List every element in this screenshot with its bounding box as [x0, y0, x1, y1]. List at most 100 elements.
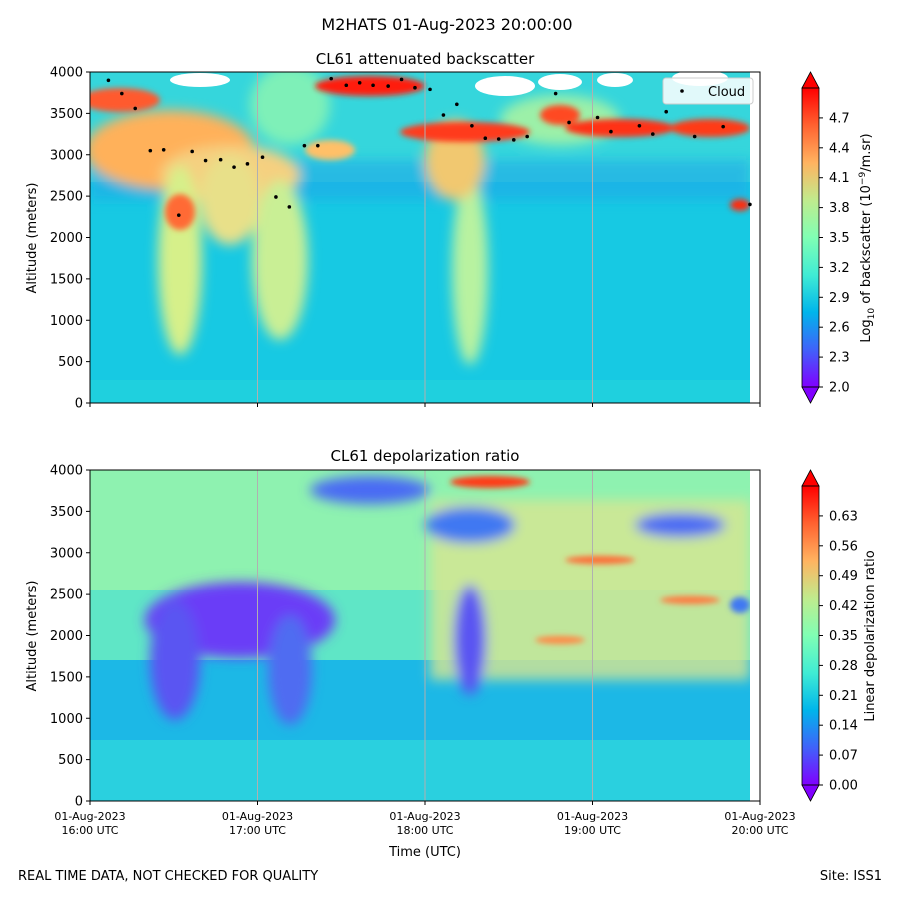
cloud-point — [692, 134, 697, 139]
cloud-point — [176, 213, 181, 217]
cloud-point — [274, 195, 278, 199]
cloud-point — [218, 157, 223, 162]
data-quality-notice: REAL TIME DATA, NOT CHECKED FOR QUALITY — [18, 869, 319, 884]
colorbar-tick-label: 0.21 — [829, 689, 858, 704]
depolarization-x-axis-label: Time (UTC) — [388, 845, 461, 860]
y-tick-label: 0 — [75, 397, 83, 412]
colorbar-tick-label: 4.7 — [829, 111, 850, 126]
backscatter-y-axis-label: Altitude (meters) — [25, 183, 40, 294]
y-tick-label: 1000 — [50, 314, 83, 329]
y-tick-label: 2000 — [50, 231, 83, 246]
depolarization-y-ticks: 0 500 1000 1500 2000 2500 3000 3500 4000 — [50, 464, 90, 810]
cloud-point — [721, 124, 725, 129]
backscatter-colorbar-label: Log10 of backscatter (10−9/m.sr) — [858, 133, 877, 342]
cloud-point — [161, 147, 166, 152]
backscatter-y-ticks: 0 500 1000 1500 2000 2500 3000 3500 4000 — [50, 66, 90, 412]
y-tick-label: 2500 — [50, 588, 83, 603]
cloud-point — [232, 165, 236, 169]
figure-suptitle: M2HATS 01-Aug-2023 20:00:00 — [321, 15, 572, 34]
cloud-point — [553, 91, 558, 96]
colorbar-tick-label: 0.28 — [829, 659, 858, 674]
backscatter-x-ticks — [89, 403, 761, 407]
cloud-point — [609, 129, 613, 134]
cloud-legend-marker — [680, 89, 684, 93]
colorbar-tick-label: 2.3 — [829, 351, 850, 366]
backscatter-title: CL61 attenuated backscatter — [316, 50, 535, 68]
colorbar-tick-label: 0.63 — [829, 509, 858, 524]
x-tick-label-date: 01-Aug-2023 — [724, 810, 795, 823]
cloud-point — [637, 123, 642, 128]
cloud-points — [106, 76, 752, 217]
cloud-point — [106, 78, 111, 83]
cloud-point — [428, 87, 432, 92]
backscatter-panel: CL61 attenuated backscatter — [25, 50, 877, 412]
cloud-point — [329, 76, 334, 81]
cloud-point — [203, 158, 208, 163]
cloud-point — [190, 149, 194, 154]
cloud-point — [260, 155, 265, 160]
x-tick-label-date: 01-Aug-2023 — [389, 810, 460, 823]
cloud-point — [525, 134, 529, 139]
colorbar-tick-label: 0.56 — [829, 539, 858, 554]
y-tick-label: 3500 — [50, 505, 83, 520]
y-tick-label: 1500 — [50, 272, 83, 287]
y-tick-label: 0 — [75, 795, 83, 810]
x-tick-label-time: 18:00 UTC — [396, 824, 453, 837]
cloud-point — [386, 84, 390, 88]
colorbar-tick-label: 3.2 — [829, 261, 850, 276]
cloud-point — [511, 138, 516, 142]
cloud-point — [651, 132, 655, 136]
depolarization-gridlines — [257, 470, 593, 801]
depolarization-colorbar-label: Linear depolarization ratio — [863, 550, 878, 721]
cloud-point — [344, 83, 349, 88]
y-tick-label: 3000 — [50, 148, 83, 163]
cloud-point — [371, 83, 375, 88]
y-tick-label: 2500 — [50, 190, 83, 205]
colorbar-tick-label: 0.35 — [829, 629, 858, 644]
depolarization-panel: CL61 depolarization ratio — [25, 447, 878, 860]
colorbar-tick-label: 0.42 — [829, 599, 858, 614]
cloud-point — [455, 102, 459, 107]
y-tick-label: 500 — [58, 355, 83, 370]
x-tick-label-time: 19:00 UTC — [564, 824, 621, 837]
y-tick-label: 3500 — [50, 107, 83, 122]
backscatter-colorbar-ticks: 2.0 2.3 2.6 2.9 3.2 3.5 3.8 4.1 4.4 4.7 — [819, 111, 850, 396]
x-tick-label-time: 20:00 UTC — [731, 824, 788, 837]
cloud-point — [357, 80, 362, 85]
backscatter-heatmap — [90, 72, 760, 403]
x-tick-label-date: 01-Aug-2023 — [222, 810, 293, 823]
x-tick-label-date: 01-Aug-2023 — [557, 810, 628, 823]
cloud-point — [470, 123, 474, 128]
colorbar-tick-label: 2.0 — [829, 381, 850, 396]
backscatter-gridlines — [257, 72, 593, 403]
cloud-point — [496, 137, 501, 141]
y-tick-label: 4000 — [50, 464, 83, 479]
cloud-point — [441, 113, 446, 117]
colorbar-tick-label: 3.5 — [829, 231, 850, 246]
colorbar-tick-label: 3.8 — [829, 201, 850, 216]
cloud-point — [148, 148, 153, 153]
cloud-point — [399, 77, 404, 82]
cloud-point — [413, 85, 417, 90]
colorbar-tick-label: 4.1 — [829, 171, 850, 186]
x-tick-label-date: 01-Aug-2023 — [54, 810, 125, 823]
cloud-legend-label: Cloud — [708, 85, 745, 100]
y-tick-label: 4000 — [50, 66, 83, 81]
colorbar-tick-label: 2.6 — [829, 321, 850, 336]
cloud-point — [302, 143, 307, 148]
colorbar-tick-label: 0.49 — [829, 569, 858, 584]
cloud-point — [316, 143, 320, 148]
depolarization-title: CL61 depolarization ratio — [331, 447, 520, 465]
y-tick-label: 500 — [58, 753, 83, 768]
cloud-point — [133, 106, 138, 111]
colorbar-tick-label: 2.9 — [829, 291, 850, 306]
cloud-point — [120, 91, 124, 96]
colorbar-tick-label: 0.07 — [829, 749, 858, 764]
cloud-point — [245, 162, 250, 166]
y-tick-label: 1000 — [50, 712, 83, 727]
cloud-point — [483, 136, 488, 140]
cloud-point — [567, 120, 571, 125]
cloud-point — [748, 202, 752, 207]
